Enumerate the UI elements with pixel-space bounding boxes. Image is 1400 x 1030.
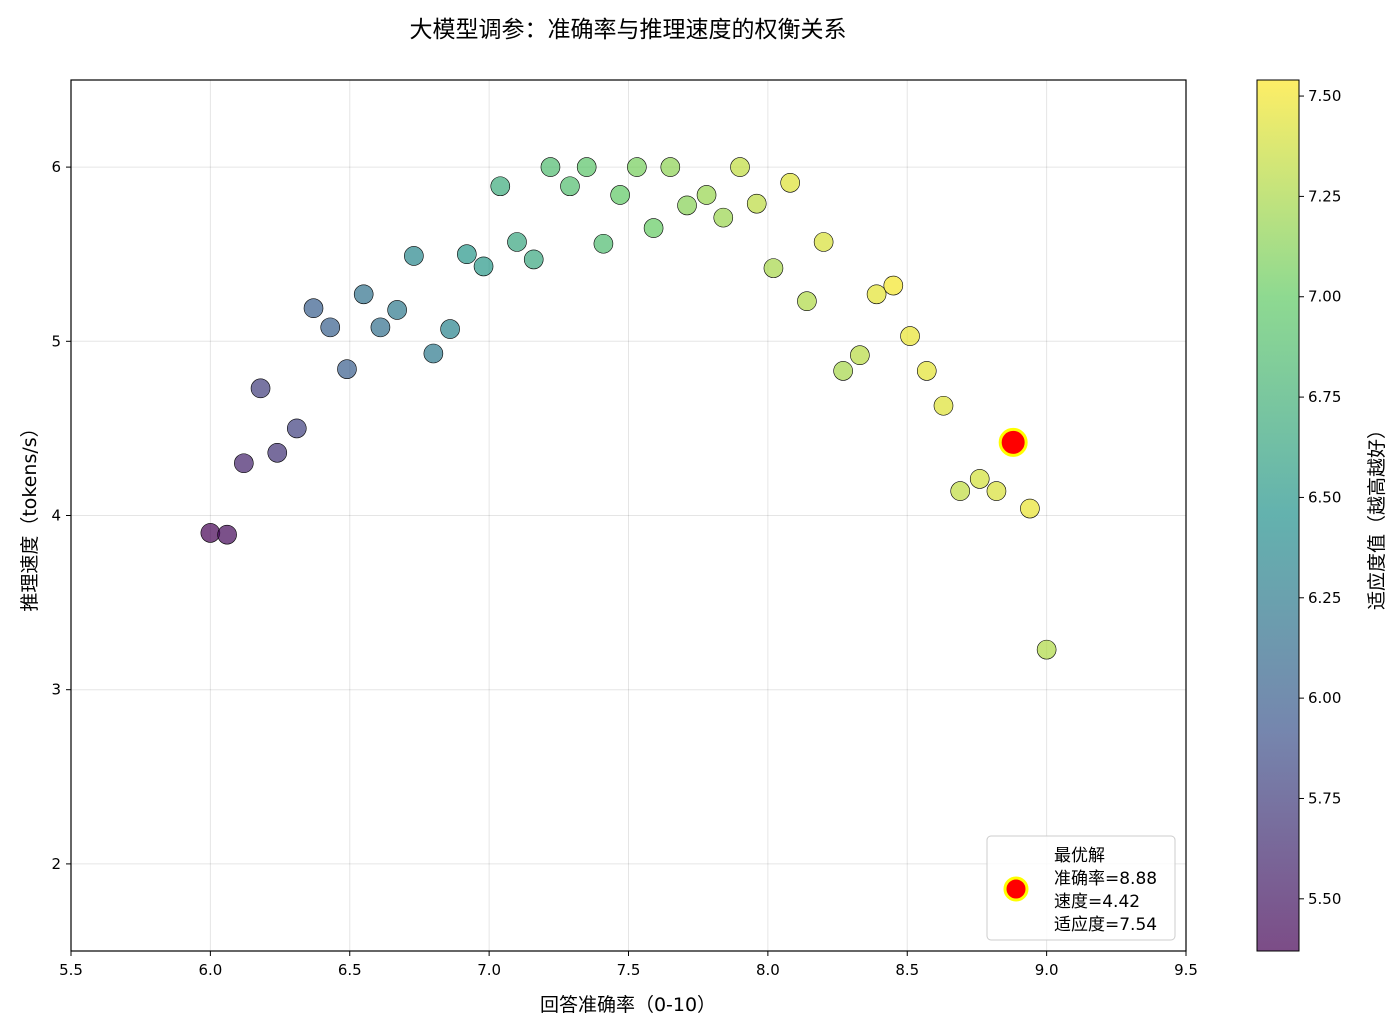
y-tick-label: 3 — [51, 681, 61, 699]
data-point — [916, 361, 937, 381]
data-point — [950, 481, 971, 501]
y-axis-label: 推理速度（tokens/s） — [19, 418, 41, 611]
data-point — [286, 418, 307, 439]
data-point — [234, 453, 254, 474]
data-point — [1036, 639, 1057, 660]
data-point — [337, 359, 357, 379]
y-tick-label: 2 — [51, 855, 61, 873]
data-point — [457, 244, 477, 264]
data-point — [320, 317, 341, 338]
x-tick-label: 8.0 — [756, 961, 780, 979]
x-tick-label: 5.5 — [59, 961, 83, 979]
data-point — [986, 481, 1007, 501]
data-point — [523, 249, 544, 270]
x-axis-label: 回答准确率（0-10） — [540, 994, 716, 1016]
colorbar: 5.50 5.75 6.00 6.25 6.50 6.75 7.00 7.25 7.50 适应度… — [1256, 79, 1388, 952]
legend-box — [986, 835, 1176, 941]
data-point — [933, 395, 954, 416]
data-point — [677, 195, 697, 216]
data-point — [303, 298, 324, 319]
colorbar-tick-label: 5.50 — [1308, 890, 1341, 908]
data-point — [540, 157, 561, 177]
data-point — [440, 319, 460, 339]
colorbar-tick-label: 7.25 — [1308, 187, 1341, 205]
colorbar-tick-label: 5.75 — [1308, 789, 1341, 807]
data-point — [507, 232, 527, 252]
data-point — [746, 193, 767, 214]
legend: 最优解 准确率=8.88 速度=4.42 适应度=7.54 — [986, 835, 1176, 941]
data-point — [763, 258, 784, 278]
x-tick-label: 9.0 — [1035, 961, 1059, 979]
data-point — [780, 172, 800, 193]
colorbar-tick-label: 6.25 — [1308, 589, 1341, 607]
data-point — [387, 300, 407, 320]
data-point — [627, 157, 647, 177]
data-point — [797, 291, 817, 312]
data-point — [643, 218, 664, 238]
data-point — [200, 523, 221, 543]
data-point — [610, 185, 630, 205]
data-point — [560, 176, 580, 197]
points — [200, 157, 1057, 660]
colorbar-tick-label: 7.50 — [1308, 87, 1341, 105]
data-point — [696, 185, 717, 205]
data-point — [473, 256, 494, 277]
x-tick-label: 9.5 — [1174, 961, 1198, 979]
legend-line: 速度=4.42 — [1054, 892, 1140, 912]
data-point — [250, 378, 271, 399]
data-point — [730, 157, 750, 177]
data-point — [813, 232, 834, 252]
data-point — [660, 157, 681, 177]
x-tick-label: 8.5 — [895, 961, 919, 979]
data-point — [900, 326, 920, 346]
y-axis: 2 3 4 5 6 — [51, 158, 71, 873]
chart-title: 大模型调参：准确率与推理速度的权衡关系 — [410, 17, 847, 43]
data-point — [833, 361, 853, 381]
data-point — [353, 284, 374, 305]
data-point — [423, 343, 444, 364]
data-point — [593, 233, 614, 254]
data-point — [850, 345, 870, 366]
data-point — [713, 207, 734, 228]
x-tick-label: 6.5 — [338, 961, 362, 979]
data-point — [490, 176, 511, 197]
data-point — [217, 524, 237, 545]
y-tick-label: 4 — [51, 507, 61, 525]
x-tick-label: 7.0 — [477, 961, 501, 979]
legend-line: 适应度=7.54 — [1054, 915, 1157, 935]
y-tick-label: 5 — [51, 332, 61, 350]
legend-line: 最优解 — [1054, 846, 1105, 866]
colorbar-gradient — [1256, 79, 1300, 952]
colorbar-tick-label: 6.50 — [1308, 488, 1341, 506]
colorbar-tick-label: 6.75 — [1308, 388, 1341, 406]
grid — [70, 80, 1187, 951]
x-tick-label: 7.5 — [617, 961, 641, 979]
data-point — [866, 284, 887, 305]
data-point — [267, 442, 288, 463]
colorbar-tick-label: 6.00 — [1308, 689, 1341, 707]
legend-marker — [1003, 876, 1029, 902]
best-solution-point — [998, 427, 1028, 457]
colorbar-tick-label: 7.00 — [1308, 288, 1341, 306]
data-point — [969, 469, 990, 489]
data-point — [883, 275, 904, 296]
x-tick-label: 6.0 — [198, 961, 222, 979]
x-axis: 5.5 6.0 6.5 7.0 7.5 8.0 8.5 9.0 9.5 — [59, 951, 1198, 979]
data-point — [370, 317, 391, 338]
colorbar-label: 适应度值（越高越好） — [1366, 420, 1388, 610]
y-tick-label: 6 — [51, 158, 61, 176]
data-point — [576, 157, 597, 177]
data-point — [404, 246, 424, 266]
legend-line: 准确率=8.88 — [1054, 869, 1157, 889]
data-point — [1020, 498, 1040, 519]
